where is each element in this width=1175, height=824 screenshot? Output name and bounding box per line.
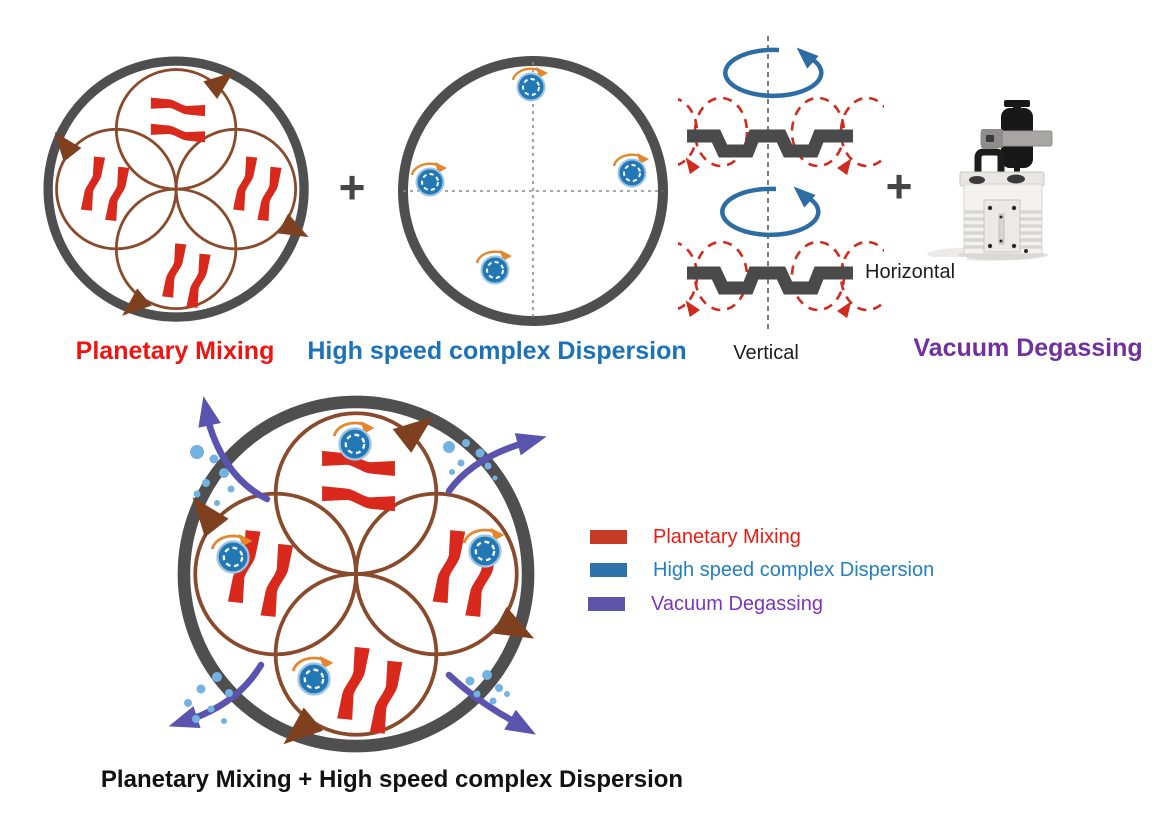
- disperser-icon: [475, 248, 514, 285]
- disperser-icon: [462, 526, 506, 568]
- vacuum-pump-illustration: [927, 100, 1053, 261]
- combined-mixer-figure: [165, 393, 550, 756]
- legend-item-dispersion: High speed complex Dispersion: [590, 558, 934, 582]
- saw-blade-upper: [687, 129, 853, 158]
- gas-bubbles: [184, 439, 510, 724]
- disperser-icon: [511, 65, 550, 102]
- planetary-mixer-figure: [46, 61, 314, 324]
- plus-operator-1: +: [338, 161, 366, 213]
- planetary-mixing-label: Planetary Mixing: [75, 337, 275, 365]
- plus-operator-2: +: [885, 160, 913, 212]
- axial-flow-figure: [678, 36, 884, 330]
- legend-swatch-dispersion: [590, 563, 627, 577]
- vacuum-degassing-label: Vacuum Degassing: [913, 334, 1143, 362]
- legend-label: Planetary Mixing: [653, 526, 801, 548]
- legend-item-planetary: Planetary Mixing: [590, 525, 801, 549]
- bottom-caption: Planetary Mixing + High speed complex Di…: [100, 766, 684, 793]
- legend-item-degassing: Vacuum Degassing: [588, 592, 823, 616]
- legend-label: Vacuum Degassing: [651, 593, 823, 615]
- disperser-icon: [210, 532, 254, 574]
- legend-swatch-degassing: [588, 597, 625, 611]
- disperser-icon: [612, 151, 651, 188]
- legend-label: High speed complex Dispersion: [653, 559, 935, 581]
- degassing-arrows: [188, 420, 528, 727]
- vertical-axis-label: Vertical: [733, 342, 799, 364]
- dispersion-label: High speed complex Dispersion: [307, 337, 687, 365]
- legend-swatch-planetary: [590, 530, 627, 544]
- horizontal-axis-label: Horizontal: [853, 257, 968, 288]
- dispersion-figure: [398, 56, 668, 326]
- disperser-icon: [291, 654, 335, 696]
- saw-blade-lower: [687, 266, 853, 295]
